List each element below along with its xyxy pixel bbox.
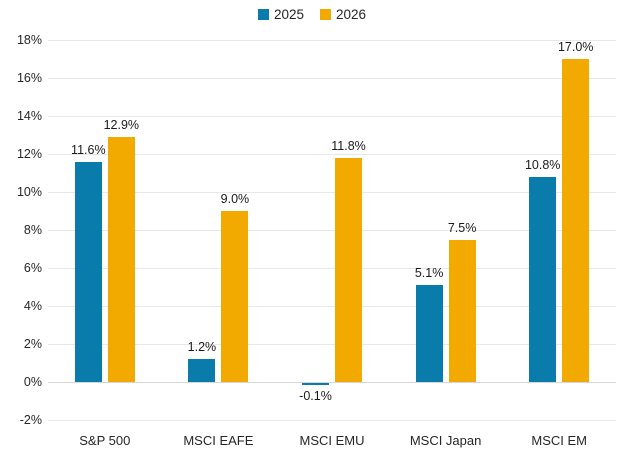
gridline-4% (48, 306, 616, 307)
gridline-2% (48, 344, 616, 345)
bar-value-label: -0.1% (299, 389, 332, 403)
bar-2026-msci-emu (335, 157, 362, 382)
bar-value-label: 11.6% (71, 142, 106, 157)
gridline-16% (48, 78, 616, 79)
legend-label-2026: 2026 (336, 7, 367, 22)
y-axis-tick-10%: 10% (16, 185, 42, 199)
gridline-12% (48, 154, 616, 155)
bar-2026-msci-em (562, 59, 590, 382)
bar-value-label: 10.8% (524, 157, 561, 172)
y-axis-tick-4%: 4% (23, 299, 42, 313)
legend-swatch-2025-icon (257, 9, 269, 20)
x-axis-label-s-p-500: S&P 500 (79, 433, 131, 448)
bar-2026-msci-eafe (221, 211, 249, 382)
bar-value-label: 17.0% (557, 40, 594, 54)
bar-value-label: 11.8% (331, 138, 366, 153)
bar-2026-s-p-500 (107, 136, 135, 382)
gridline--2% (48, 420, 616, 421)
y-axis-tick--2%: -2% (19, 413, 42, 427)
gridline-6% (48, 268, 616, 269)
gridline-18% (48, 40, 616, 41)
x-axis-label-msci-eafe: MSCI EAFE (183, 433, 254, 448)
x-axis-label-msci-emu: MSCI EMU (299, 433, 365, 448)
y-axis-tick-6%: 6% (23, 261, 42, 275)
bar-2025-msci-eafe (188, 359, 216, 382)
y-axis-tick-0%: 0% (23, 375, 42, 389)
bar-2025-msci-emu (302, 383, 329, 385)
bar-2025-msci-japan (415, 285, 443, 382)
y-axis-tick-16%: 16% (16, 71, 42, 85)
gridline-10% (48, 192, 616, 193)
bar-value-label: 5.1% (414, 266, 444, 281)
y-axis-tick-18%: 18% (16, 33, 42, 47)
y-axis-tick-12%: 12% (16, 147, 42, 161)
bar-value-label: 7.5% (447, 220, 477, 235)
gridline-0% (48, 382, 616, 383)
chart-legend: 2025 2026 (0, 7, 624, 22)
gridline-8% (48, 230, 616, 231)
legend-item-2025: 2025 (257, 7, 304, 22)
legend-swatch-2026-icon (320, 9, 331, 20)
gridline-14% (48, 116, 616, 117)
bar-value-label: 1.2% (187, 340, 217, 355)
x-axis-label-msci-em: MSCI EM (531, 433, 587, 448)
x-axis-label-msci-japan: MSCI Japan (409, 433, 482, 448)
legend-item-2026: 2026 (320, 7, 366, 22)
bar-value-label: 12.9% (103, 117, 140, 132)
bar-2026-msci-japan (448, 239, 476, 382)
y-axis-tick-14%: 14% (16, 109, 42, 123)
bar-2025-msci-em (529, 176, 557, 382)
legend-label-2025: 2025 (273, 7, 304, 22)
bar-2025-s-p-500 (74, 161, 102, 382)
y-axis-tick-2%: 2% (23, 337, 42, 351)
bar-value-label: 9.0% (220, 192, 250, 206)
y-axis-tick-8%: 8% (23, 223, 42, 237)
